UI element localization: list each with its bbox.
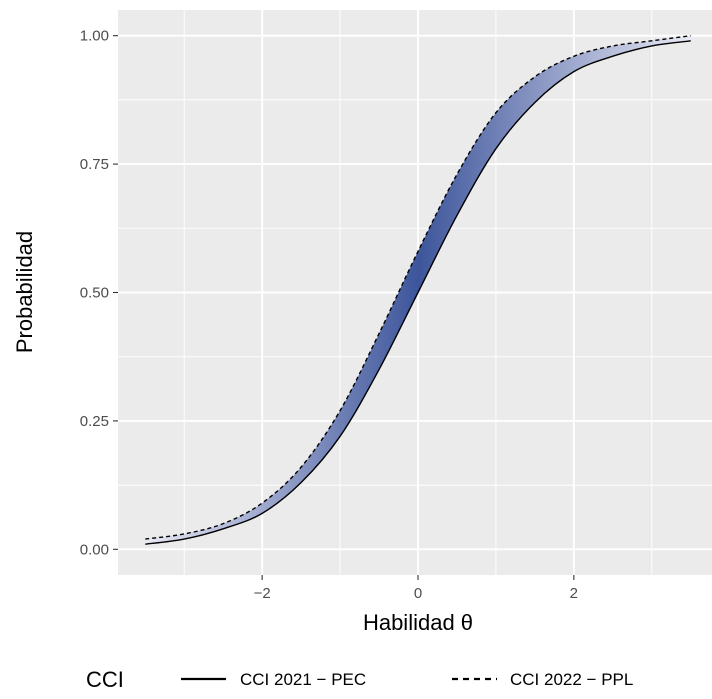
y-axis: 0.00 0.25 0.50 0.75 1.00 — [80, 28, 118, 558]
y-tick-label: 1.00 — [80, 28, 109, 45]
y-tick-label: 0.25 — [80, 413, 109, 430]
x-axis-title: Habilidad θ — [363, 610, 473, 635]
area-between-curves — [145, 35, 691, 545]
plot-content — [145, 34, 691, 545]
legend-label-series-1: CCI 2021 − PEC — [240, 670, 366, 689]
x-tick-label: 0 — [414, 585, 422, 602]
x-tick-label: 2 — [570, 585, 578, 602]
legend: CCI CCI 2021 − PEC CCI 2022 − PPL — [86, 667, 633, 692]
x-tick-label: −2 — [254, 585, 271, 602]
y-tick-label: 0.00 — [80, 541, 109, 558]
legend-title: CCI — [86, 667, 124, 692]
x-axis: −2 0 2 — [254, 575, 578, 602]
series-line-1 — [145, 40, 691, 545]
series-line-2 — [145, 34, 691, 540]
y-axis-title: Probabilidad — [12, 231, 37, 353]
y-tick-label: 0.75 — [80, 156, 109, 173]
legend-label-series-2: CCI 2022 − PPL — [510, 670, 633, 689]
y-tick-label: 0.50 — [80, 285, 109, 302]
